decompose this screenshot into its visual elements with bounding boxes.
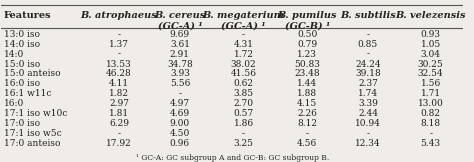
Text: 9.69: 9.69 bbox=[170, 30, 190, 39]
Text: 9.00: 9.00 bbox=[170, 119, 190, 128]
Text: 3.39: 3.39 bbox=[358, 99, 378, 108]
Text: 23.48: 23.48 bbox=[294, 69, 320, 78]
Text: 5.43: 5.43 bbox=[421, 139, 441, 148]
Text: 15:0 iso: 15:0 iso bbox=[4, 59, 40, 69]
Text: 1.56: 1.56 bbox=[420, 79, 441, 88]
Text: 1.05: 1.05 bbox=[420, 40, 441, 49]
Text: 46.28: 46.28 bbox=[106, 69, 132, 78]
Text: 10.94: 10.94 bbox=[355, 119, 381, 128]
Text: 3.04: 3.04 bbox=[421, 50, 441, 59]
Text: B. megaterium
(GC-A) ¹: B. megaterium (GC-A) ¹ bbox=[202, 11, 284, 30]
Text: 1.86: 1.86 bbox=[234, 119, 254, 128]
Text: 4.69: 4.69 bbox=[170, 109, 190, 118]
Text: B. velezensis: B. velezensis bbox=[395, 11, 466, 20]
Text: 5.56: 5.56 bbox=[170, 79, 190, 88]
Text: 1.23: 1.23 bbox=[297, 50, 317, 59]
Text: -: - bbox=[242, 30, 245, 39]
Text: B. pumilus
(GC-B) ¹: B. pumilus (GC-B) ¹ bbox=[277, 11, 337, 30]
Text: 8.18: 8.18 bbox=[421, 119, 441, 128]
Text: 4.15: 4.15 bbox=[297, 99, 317, 108]
Text: 6.29: 6.29 bbox=[109, 119, 129, 128]
Text: 17:0 anteiso: 17:0 anteiso bbox=[4, 139, 60, 148]
Text: -: - bbox=[366, 50, 369, 59]
Text: 3.93: 3.93 bbox=[170, 69, 190, 78]
Text: -: - bbox=[118, 30, 120, 39]
Text: 30.25: 30.25 bbox=[418, 59, 444, 69]
Text: 0.82: 0.82 bbox=[421, 109, 441, 118]
Text: 4.97: 4.97 bbox=[170, 99, 190, 108]
Text: 12.34: 12.34 bbox=[355, 139, 381, 148]
Text: 17:1 iso w5c: 17:1 iso w5c bbox=[4, 129, 62, 138]
Text: 34.78: 34.78 bbox=[167, 59, 193, 69]
Text: 3.85: 3.85 bbox=[234, 89, 254, 98]
Text: 16:1 w11c: 16:1 w11c bbox=[4, 89, 51, 98]
Text: 1.74: 1.74 bbox=[358, 89, 378, 98]
Text: 4.31: 4.31 bbox=[234, 40, 254, 49]
Text: -: - bbox=[118, 50, 120, 59]
Text: 0.93: 0.93 bbox=[421, 30, 441, 39]
Text: Features: Features bbox=[4, 11, 51, 20]
Text: 8.12: 8.12 bbox=[297, 119, 317, 128]
Text: 17:1 iso w10c: 17:1 iso w10c bbox=[4, 109, 67, 118]
Text: 17:0 iso: 17:0 iso bbox=[4, 119, 40, 128]
Text: 1.82: 1.82 bbox=[109, 89, 129, 98]
Text: -: - bbox=[366, 129, 369, 138]
Text: 2.91: 2.91 bbox=[170, 50, 190, 59]
Text: 13:0 iso: 13:0 iso bbox=[4, 30, 40, 39]
Text: 38.02: 38.02 bbox=[231, 59, 256, 69]
Text: 1.71: 1.71 bbox=[421, 89, 441, 98]
Text: 41.56: 41.56 bbox=[230, 69, 256, 78]
Text: 3.25: 3.25 bbox=[234, 139, 254, 148]
Text: 2.37: 2.37 bbox=[358, 79, 378, 88]
Text: 2.44: 2.44 bbox=[358, 109, 378, 118]
Text: 0.57: 0.57 bbox=[233, 109, 254, 118]
Text: 4.56: 4.56 bbox=[297, 139, 317, 148]
Text: 1.88: 1.88 bbox=[297, 89, 317, 98]
Text: B. cereus
(GC-A) ¹: B. cereus (GC-A) ¹ bbox=[154, 11, 206, 30]
Text: 2.26: 2.26 bbox=[297, 109, 317, 118]
Text: 14:0 iso: 14:0 iso bbox=[4, 40, 40, 49]
Text: 0.96: 0.96 bbox=[170, 139, 190, 148]
Text: -: - bbox=[429, 129, 432, 138]
Text: 50.83: 50.83 bbox=[294, 59, 320, 69]
Text: 4.50: 4.50 bbox=[170, 129, 190, 138]
Text: -: - bbox=[178, 89, 182, 98]
Text: -: - bbox=[242, 129, 245, 138]
Text: B. subtilis: B. subtilis bbox=[340, 11, 396, 20]
Text: 15:0 anteiso: 15:0 anteiso bbox=[4, 69, 60, 78]
Text: 0.79: 0.79 bbox=[297, 40, 317, 49]
Text: 0.62: 0.62 bbox=[234, 79, 254, 88]
Text: 17.92: 17.92 bbox=[106, 139, 132, 148]
Text: ¹ GC-A: GC subgroup A and GC-B: GC subgroup B.: ¹ GC-A: GC subgroup A and GC-B: GC subgr… bbox=[136, 154, 329, 162]
Text: B. atrophaeus: B. atrophaeus bbox=[81, 11, 157, 20]
Text: 3.61: 3.61 bbox=[170, 40, 190, 49]
Text: 13.53: 13.53 bbox=[106, 59, 132, 69]
Text: 1.72: 1.72 bbox=[234, 50, 254, 59]
Text: 2.70: 2.70 bbox=[234, 99, 254, 108]
Text: 1.37: 1.37 bbox=[109, 40, 129, 49]
Text: -: - bbox=[366, 30, 369, 39]
Text: 4.11: 4.11 bbox=[109, 79, 129, 88]
Text: 0.50: 0.50 bbox=[297, 30, 317, 39]
Text: 1.44: 1.44 bbox=[297, 79, 317, 88]
Text: 2.97: 2.97 bbox=[109, 99, 129, 108]
Text: 24.24: 24.24 bbox=[355, 59, 381, 69]
Text: 39.18: 39.18 bbox=[355, 69, 381, 78]
Text: 32.54: 32.54 bbox=[418, 69, 444, 78]
Text: 16:0 iso: 16:0 iso bbox=[4, 79, 40, 88]
Text: 1.81: 1.81 bbox=[109, 109, 129, 118]
Text: 13.00: 13.00 bbox=[418, 99, 444, 108]
Text: 16:0: 16:0 bbox=[4, 99, 24, 108]
Text: -: - bbox=[306, 129, 309, 138]
Text: 14:0: 14:0 bbox=[4, 50, 24, 59]
Text: -: - bbox=[118, 129, 120, 138]
Text: 0.85: 0.85 bbox=[358, 40, 378, 49]
